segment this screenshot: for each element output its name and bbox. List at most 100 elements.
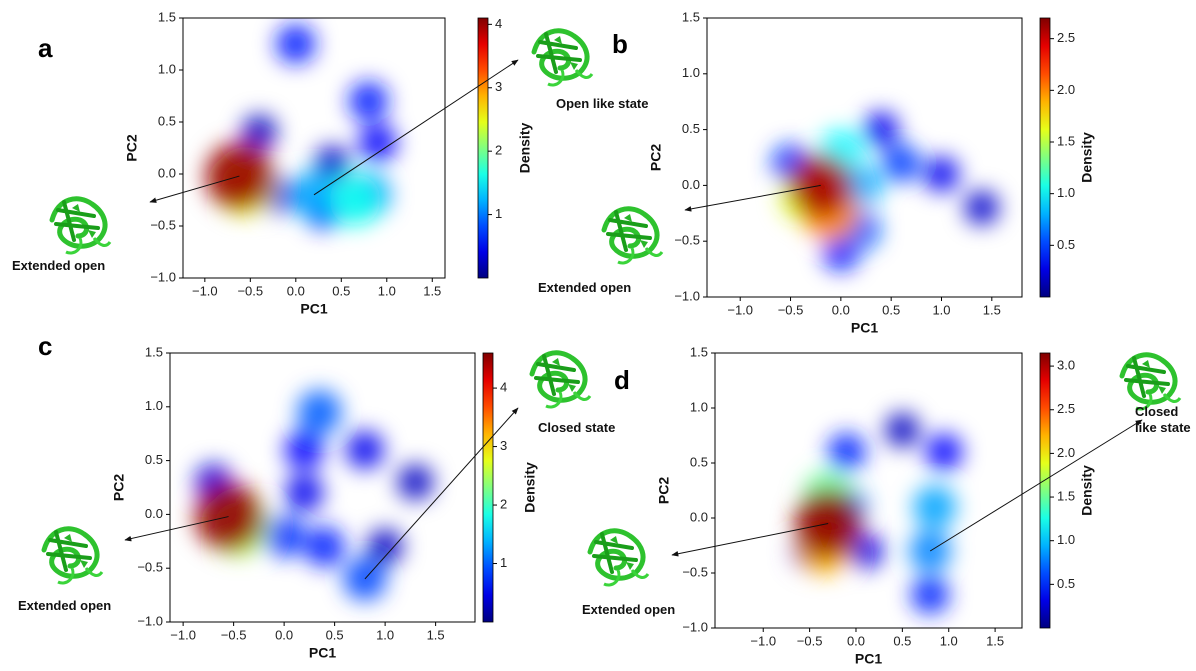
y-tick-label: −1.0: [682, 619, 708, 634]
protein-icon: [44, 529, 102, 583]
y-tick-label: 0.5: [158, 113, 176, 128]
y-tick-label: 1.0: [690, 399, 708, 414]
protein-icon: [590, 531, 648, 585]
panel-label: b: [612, 29, 628, 59]
axes-frame: [182, 17, 446, 279]
density-blob: [314, 145, 350, 182]
colorbar-tick-label: 3: [500, 438, 507, 453]
density-layer: [194, 390, 434, 601]
y-tick-label: 1.0: [158, 61, 176, 76]
annotation-arrow: [684, 184, 821, 212]
colorbar-label: Density: [1079, 465, 1095, 516]
colorbar-tick-label: 1: [495, 206, 502, 221]
density-blob: [284, 430, 324, 470]
x-tick-label: 1.5: [983, 302, 1001, 317]
x-axis-label: PC1: [309, 645, 336, 661]
colorbar-tick-label: 1.0: [1057, 532, 1075, 547]
y-axis-label: PC2: [124, 134, 140, 161]
y-tick-label: 1.0: [682, 65, 700, 80]
x-tick-label: −1.0: [170, 627, 196, 642]
panel-label: d: [614, 365, 630, 395]
axes-frame: [714, 352, 1023, 629]
annotation: Extended open: [582, 602, 676, 617]
y-axis-label: PC2: [111, 474, 127, 501]
protein-icon: [1122, 355, 1180, 409]
density-blob: [297, 390, 342, 435]
axes-frame: [169, 352, 476, 623]
colorbar-label: Density: [517, 123, 533, 174]
y-tick-label: 1.5: [682, 9, 700, 24]
x-tick-label: −0.5: [221, 627, 247, 642]
annotation: Extended open: [538, 280, 632, 295]
annotation: Closed like state: [1135, 404, 1191, 435]
x-tick-label: 0.0: [847, 633, 865, 648]
y-tick-label: 0.5: [682, 121, 700, 136]
y-tick-label: −0.5: [150, 217, 176, 232]
y-tick-label: 1.0: [145, 398, 163, 413]
x-axis-label: PC1: [851, 320, 878, 336]
y-tick-label: 0.0: [158, 165, 176, 180]
y-tick-label: 1.5: [145, 344, 163, 359]
annotation-arrow: [124, 516, 229, 542]
colorbar-tick-label: 2.5: [1057, 401, 1075, 416]
colorbar: [482, 352, 494, 623]
y-tick-label: 0.0: [690, 509, 708, 524]
x-tick-label: 0.5: [326, 627, 344, 642]
colorbar: [1039, 17, 1051, 298]
x-tick-label: 1.0: [940, 633, 958, 648]
density-blob: [923, 156, 960, 193]
colorbar-tick-label: 4: [495, 16, 502, 31]
y-tick-label: −0.5: [137, 560, 163, 575]
x-tick-label: −1.0: [727, 302, 753, 317]
x-tick-label: 0.5: [882, 302, 900, 317]
annotation-arrow: [364, 407, 519, 580]
annotation: Open like state: [556, 96, 649, 111]
density-blob: [911, 576, 950, 614]
y-axis-label: PC2: [648, 144, 664, 171]
y-tick-label: 0.0: [145, 506, 163, 521]
annotation-arrow: [929, 419, 1143, 552]
x-tick-label: 1.5: [986, 633, 1004, 648]
x-tick-label: 0.5: [893, 633, 911, 648]
x-tick-label: 1.0: [376, 627, 394, 642]
density-blob: [367, 528, 403, 565]
density-blob: [964, 190, 999, 225]
panel-label: c: [38, 331, 52, 361]
x-tick-label: 0.0: [287, 283, 305, 298]
y-tick-label: −1.0: [137, 613, 163, 628]
y-axis-label: PC2: [656, 477, 672, 504]
y-tick-label: 0.5: [145, 452, 163, 467]
x-tick-label: 0.0: [832, 302, 850, 317]
x-tick-label: −0.5: [797, 633, 823, 648]
annotation: Extended open: [12, 258, 106, 273]
axes-frame: [706, 17, 1023, 298]
x-tick-label: −0.5: [778, 302, 804, 317]
colorbar-tick-label: 1: [500, 555, 507, 570]
density-blob: [925, 433, 963, 471]
density-blob: [276, 24, 316, 64]
annotation-arrow: [313, 59, 519, 196]
colorbar: [477, 17, 489, 279]
x-tick-label: 1.0: [378, 283, 396, 298]
y-tick-label: 1.5: [690, 344, 708, 359]
protein-icon: [52, 199, 110, 253]
annotation: Closed state: [538, 420, 616, 435]
colorbar-label: Density: [1079, 132, 1095, 183]
x-tick-label: −1.0: [192, 283, 218, 298]
colorbar-tick-label: 1.5: [1057, 488, 1075, 503]
x-tick-label: 1.5: [423, 283, 441, 298]
protein-icon: [534, 31, 592, 85]
x-tick-label: −1.0: [750, 633, 776, 648]
density-blob: [329, 174, 381, 226]
protein-icon: [532, 353, 590, 407]
annotation-arrow: [149, 175, 240, 203]
density-blob: [194, 482, 263, 551]
colorbar-tick-label: 3: [495, 79, 502, 94]
y-tick-label: 0.0: [682, 177, 700, 192]
annotation: Extended open: [18, 598, 112, 613]
y-tick-label: −1.0: [150, 269, 176, 284]
colorbar-tick-label: 4: [500, 380, 507, 395]
colorbar-tick-label: 2.5: [1057, 30, 1075, 45]
colorbar-label: Density: [522, 462, 538, 513]
y-tick-label: −1.0: [674, 288, 700, 303]
